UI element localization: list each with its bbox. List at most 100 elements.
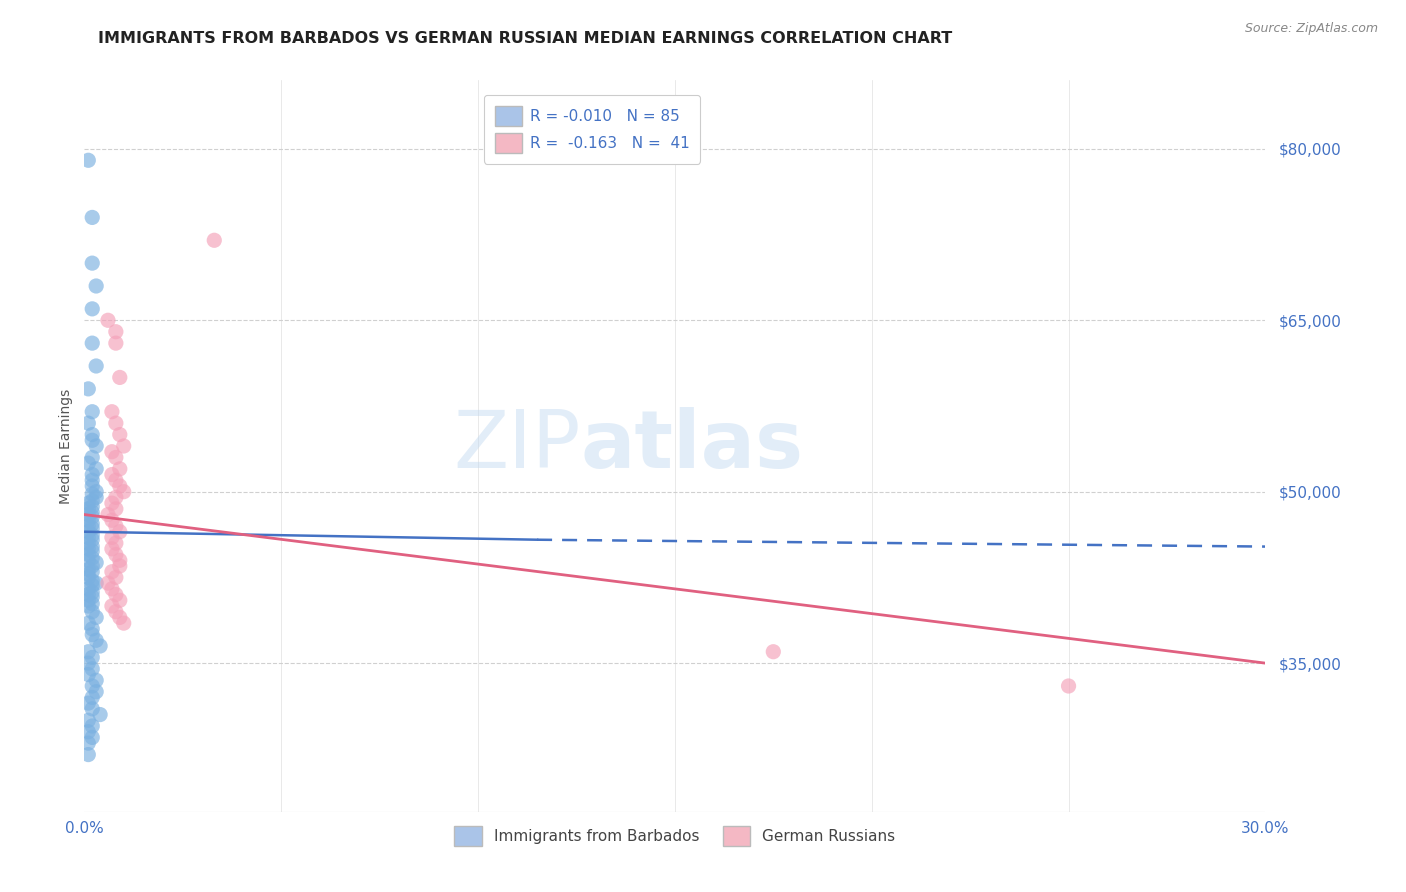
Point — [82, 479, 104, 493]
Point — [97, 508, 120, 522]
Point — [82, 493, 104, 508]
Point — [77, 656, 100, 670]
Point — [77, 496, 100, 510]
Point — [82, 551, 104, 566]
Point — [82, 590, 104, 604]
Point — [112, 484, 135, 499]
Point — [82, 559, 104, 574]
Point — [89, 639, 111, 653]
Point — [82, 565, 104, 579]
Point — [82, 336, 104, 351]
Point — [82, 679, 104, 693]
Point — [108, 479, 131, 493]
Point — [82, 731, 104, 745]
Point — [762, 645, 785, 659]
Point — [82, 597, 104, 611]
Point — [84, 359, 107, 373]
Point — [104, 570, 127, 584]
Point — [77, 501, 100, 516]
Point — [101, 565, 124, 579]
Point — [77, 524, 100, 539]
Point — [82, 211, 104, 225]
Point — [202, 233, 225, 247]
Point — [101, 444, 124, 458]
Text: atlas: atlas — [581, 407, 803, 485]
Point — [82, 690, 104, 705]
Point — [82, 627, 104, 641]
Point — [84, 576, 107, 591]
Point — [82, 516, 104, 531]
Point — [82, 650, 104, 665]
Point — [77, 530, 100, 544]
Point — [84, 439, 107, 453]
Point — [108, 427, 131, 442]
Point — [77, 714, 100, 728]
Point — [82, 585, 104, 599]
Point — [101, 467, 124, 482]
Point — [77, 541, 100, 556]
Point — [108, 370, 131, 384]
Point — [82, 544, 104, 558]
Point — [84, 279, 107, 293]
Point — [82, 427, 104, 442]
Point — [82, 528, 104, 542]
Point — [82, 405, 104, 419]
Point — [82, 450, 104, 465]
Point — [101, 530, 124, 544]
Point — [77, 570, 100, 584]
Point — [112, 616, 135, 631]
Point — [77, 599, 100, 613]
Point — [104, 491, 127, 505]
Y-axis label: Median Earnings: Median Earnings — [59, 388, 73, 504]
Point — [84, 633, 107, 648]
Point — [104, 416, 127, 430]
Point — [77, 588, 100, 602]
Point — [82, 662, 104, 676]
Point — [84, 484, 107, 499]
Point — [82, 719, 104, 733]
Point — [77, 519, 100, 533]
Point — [82, 487, 104, 501]
Point — [77, 696, 100, 710]
Point — [1057, 679, 1080, 693]
Point — [82, 521, 104, 535]
Point — [82, 505, 104, 519]
Point — [77, 456, 100, 470]
Point — [104, 336, 127, 351]
Point — [82, 434, 104, 448]
Point — [101, 541, 124, 556]
Point — [84, 556, 107, 570]
Point — [97, 576, 120, 591]
Point — [101, 599, 124, 613]
Point — [82, 574, 104, 588]
Point — [82, 473, 104, 487]
Point — [77, 736, 100, 750]
Point — [77, 593, 100, 607]
Point — [108, 610, 131, 624]
Point — [101, 405, 124, 419]
Point — [82, 509, 104, 524]
Point — [101, 513, 124, 527]
Point — [84, 462, 107, 476]
Point — [77, 508, 100, 522]
Point — [104, 548, 127, 562]
Point — [101, 582, 124, 596]
Point — [77, 562, 100, 576]
Point — [77, 548, 100, 562]
Point — [82, 301, 104, 316]
Point — [84, 673, 107, 688]
Point — [101, 496, 124, 510]
Point — [104, 325, 127, 339]
Point — [77, 416, 100, 430]
Text: Source: ZipAtlas.com: Source: ZipAtlas.com — [1244, 22, 1378, 36]
Point — [104, 519, 127, 533]
Point — [108, 559, 131, 574]
Point — [77, 747, 100, 762]
Point — [84, 610, 107, 624]
Point — [77, 382, 100, 396]
Point — [77, 724, 100, 739]
Point — [77, 567, 100, 582]
Point — [82, 702, 104, 716]
Point — [104, 450, 127, 465]
Point — [97, 313, 120, 327]
